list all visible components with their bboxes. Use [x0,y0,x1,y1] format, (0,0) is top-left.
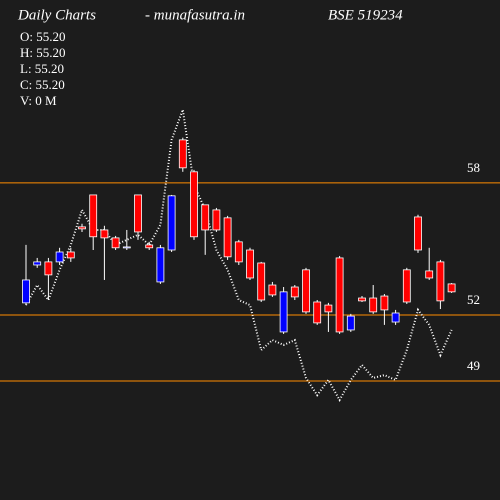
candle-body [55,251,64,263]
candle-body [358,297,366,302]
candle-body [335,257,344,333]
candle-body [246,249,254,279]
candle-body [313,301,322,324]
candle-body [447,283,456,293]
candle-body [22,279,30,304]
candle-body [346,315,355,331]
candle-body [223,217,232,258]
candle-body [167,195,176,251]
candle-body [425,270,434,279]
candle-body [234,241,243,263]
candle-body [134,194,142,233]
candle-body [78,226,86,230]
candle-body [145,244,154,249]
info-line: O: 55.20 [20,29,66,44]
candle-body [201,204,210,231]
candle-body [279,291,288,333]
chart-title: Daily Charts [17,7,96,23]
candle-body [324,304,333,313]
candle-body [122,246,131,249]
candle-body [33,261,42,266]
candle-body [89,194,98,238]
chart-title: - munafasutra.in [145,7,245,23]
info-line: V: 0 M [20,93,57,108]
candle-body [436,261,445,302]
candle-body [190,171,198,238]
info-line: C: 55.20 [20,77,65,92]
y-tick-label: 52 [467,292,480,307]
candle-body [66,251,75,259]
candle-body [402,269,411,303]
candle-body [156,247,165,283]
candle-body [290,286,299,298]
candle-body [100,229,109,239]
info-line: H: 55.20 [20,45,66,60]
indicator-line [25,109,453,403]
chart-title: BSE 519234 [328,7,403,23]
candle-body [178,139,187,169]
candle-body [380,295,389,311]
candle-body [257,262,266,301]
candle-body [369,297,378,313]
y-tick-label: 49 [467,358,480,373]
y-tick-label: 58 [467,160,480,175]
candle-body [391,312,400,323]
info-line: L: 55.20 [20,61,64,76]
candle-body [302,269,310,313]
candle-body [44,261,53,276]
candle-body [111,237,120,249]
candle-body [212,209,221,231]
candle-body [268,284,277,296]
candle-body [414,216,422,251]
